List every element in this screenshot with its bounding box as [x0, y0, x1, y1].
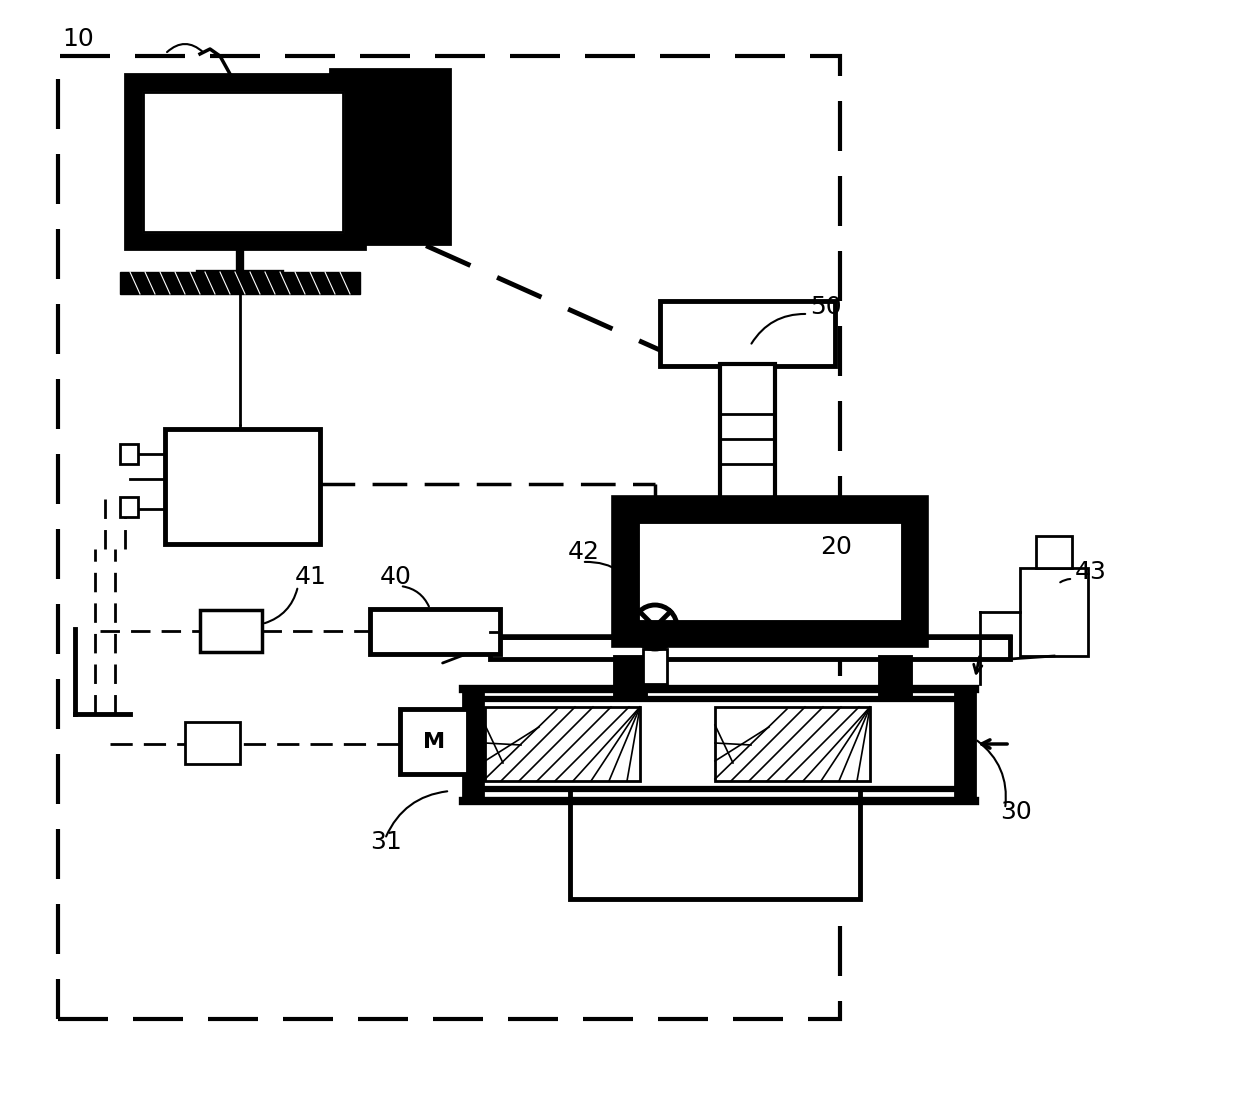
Bar [120, 272, 360, 294]
Bar [644, 649, 667, 684]
Bar [200, 610, 262, 652]
Text: 20: 20 [820, 535, 852, 559]
Bar [165, 429, 320, 544]
Bar [637, 521, 903, 622]
Bar [955, 688, 975, 801]
Text: M: M [423, 732, 445, 752]
Bar [370, 609, 500, 654]
Text: 30: 30 [999, 800, 1032, 824]
Bar [880, 657, 910, 724]
Text: 42: 42 [568, 540, 600, 564]
Bar [615, 657, 645, 724]
Bar [475, 698, 965, 789]
Bar [615, 499, 925, 644]
Bar [185, 722, 241, 764]
Bar [401, 709, 467, 774]
Bar [120, 444, 138, 465]
Bar [637, 521, 903, 622]
Bar [485, 707, 640, 781]
Bar [463, 688, 484, 801]
Bar [720, 364, 775, 504]
Bar [58, 56, 839, 1019]
Text: 31: 31 [370, 830, 402, 854]
Text: 43: 43 [1075, 560, 1107, 584]
Text: 40: 40 [379, 565, 412, 589]
Bar [570, 786, 861, 899]
Bar [143, 92, 343, 232]
Text: 50: 50 [810, 295, 842, 319]
Bar [1035, 536, 1073, 568]
Bar [125, 74, 365, 250]
Bar [330, 69, 450, 244]
Bar [711, 499, 785, 539]
Bar [143, 92, 343, 232]
Bar [660, 301, 835, 367]
Bar [120, 497, 138, 517]
Text: 41: 41 [295, 565, 327, 589]
Text: 10: 10 [62, 27, 94, 51]
Bar [715, 707, 870, 781]
Bar [490, 637, 1011, 659]
Bar [1021, 568, 1087, 656]
